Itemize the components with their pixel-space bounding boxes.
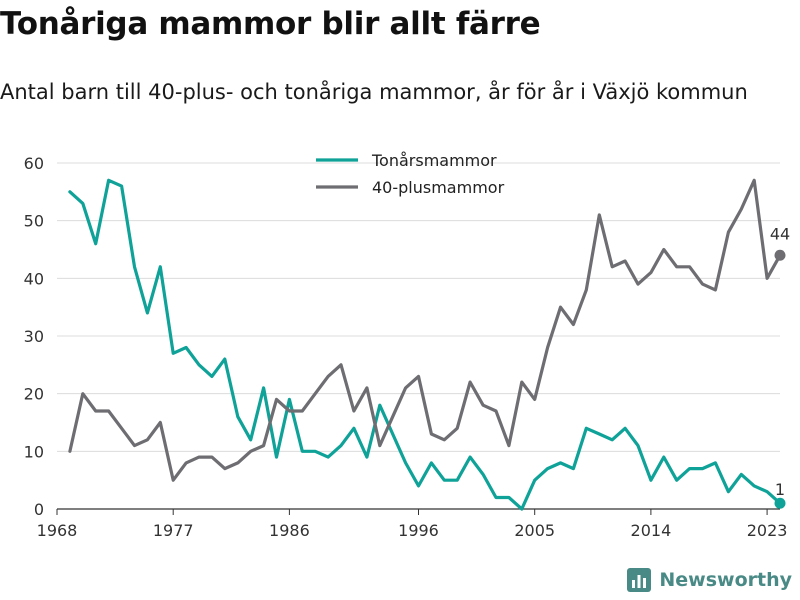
y-tick-label: 30 xyxy=(24,327,44,346)
x-axis-ticks: 1968 1977 1986 1996 2005 2014 2023 xyxy=(37,509,788,540)
legend-label: 40-plusmammor xyxy=(372,178,505,197)
end-labels: 1 44 xyxy=(770,224,790,499)
series-end-point xyxy=(774,497,786,509)
newsworthy-logo-icon xyxy=(627,568,652,592)
y-axis-ticks: 0 10 20 30 40 50 60 xyxy=(24,154,44,519)
x-tick-label: 2005 xyxy=(514,521,555,540)
y-tick-label: 50 xyxy=(24,212,44,231)
series-lines xyxy=(68,178,786,511)
brand-logo[interactable]: Newsworthy xyxy=(627,568,792,592)
x-tick-label: 1968 xyxy=(37,521,78,540)
y-tick-label: 10 xyxy=(24,442,44,461)
x-tick-label: 1977 xyxy=(153,521,194,540)
end-value-label: 1 xyxy=(775,480,785,499)
y-tick-label: 60 xyxy=(24,154,44,173)
chart-title: Tonåriga mammor blir allt färre xyxy=(0,6,541,42)
x-tick-label: 2023 xyxy=(747,521,788,540)
legend: Tonårsmammor 40-plusmammor xyxy=(316,151,505,197)
brand-name: Newsworthy xyxy=(659,569,792,591)
y-tick-label: 0 xyxy=(34,500,44,519)
x-tick-label: 1986 xyxy=(269,521,310,540)
series-line-tonarsmammor xyxy=(68,178,782,511)
y-tick-label: 40 xyxy=(24,269,44,288)
x-tick-label: 2014 xyxy=(631,521,672,540)
legend-label: Tonårsmammor xyxy=(371,151,497,170)
end-value-label: 44 xyxy=(770,224,790,243)
x-tick-label: 1996 xyxy=(398,521,439,540)
y-tick-label: 20 xyxy=(24,385,44,404)
series-end-point xyxy=(774,249,786,261)
chart-subtitle: Antal barn till 40-plus- och tonåriga ma… xyxy=(0,80,748,104)
grid-lines xyxy=(57,162,780,510)
series-line-40-plusmammor xyxy=(68,178,782,482)
